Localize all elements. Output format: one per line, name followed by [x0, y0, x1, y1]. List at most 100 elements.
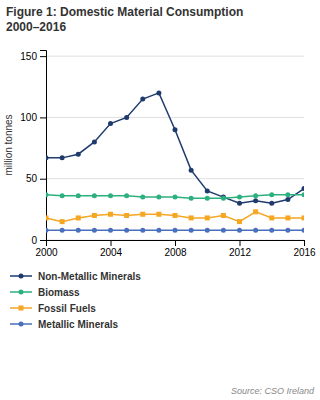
series: [46, 228, 304, 233]
series-marker: [124, 193, 129, 198]
y-tick-label: 0: [31, 235, 37, 246]
series-marker: [269, 192, 274, 197]
y-axis-label: million tonnes: [3, 114, 14, 175]
legend-swatch-marker: [19, 322, 24, 327]
series-marker: [253, 193, 258, 198]
x-tick-mark: [111, 240, 112, 246]
x-tick-mark: [175, 240, 176, 246]
series-marker: [108, 193, 113, 198]
series-marker: [302, 192, 305, 197]
series-marker: [173, 228, 178, 233]
y-tick-label: 100: [20, 112, 37, 123]
series-marker: [156, 228, 161, 233]
series-marker: [140, 212, 145, 217]
y-tick: 0: [31, 235, 46, 246]
series-marker: [205, 228, 210, 233]
series-marker: [285, 197, 290, 202]
series-marker: [237, 201, 242, 206]
series-marker: [253, 228, 258, 233]
series-marker: [302, 215, 305, 220]
series-marker: [189, 196, 194, 201]
series-marker: [92, 193, 97, 198]
source-note: Source: CSO Ireland: [231, 386, 315, 396]
series-marker: [205, 215, 210, 220]
series-marker: [140, 97, 145, 102]
series-marker: [46, 228, 49, 233]
y-tick: 100: [20, 112, 46, 123]
series-marker: [108, 121, 113, 126]
series: [46, 192, 304, 201]
legend-swatch-marker: [19, 306, 24, 311]
legend-swatch-marker: [19, 290, 24, 295]
legend-label: Fossil Fuels: [38, 303, 96, 314]
series-marker: [221, 196, 226, 201]
series-marker: [76, 228, 81, 233]
legend: Non-Metallic Minerals Biomass Fossil Fuels…: [10, 271, 141, 330]
y-tick-mark: [40, 56, 46, 57]
series-marker: [60, 228, 65, 233]
series: [46, 209, 304, 224]
x-tick-label: 2012: [229, 247, 252, 258]
series-marker: [221, 213, 226, 218]
y-grid: [46, 56, 304, 240]
chart-container: Figure 1: Domestic Material Consumption 2…: [0, 0, 320, 400]
x-tick: 2012: [229, 240, 252, 258]
legend-item: Metallic Minerals: [10, 319, 118, 330]
grid-line: [46, 56, 304, 57]
series-marker: [302, 228, 305, 233]
x-tick-label: 2004: [100, 247, 123, 258]
series-marker: [92, 228, 97, 233]
series-marker: [108, 212, 113, 217]
y-tick-mark: [40, 117, 46, 118]
series-marker: [189, 228, 194, 233]
y-tick-mark: [40, 179, 46, 180]
series-marker: [108, 228, 113, 233]
background: [0, 0, 320, 400]
chart-svg: Figure 1: Domestic Material Consumption 2…: [0, 0, 320, 400]
series-marker: [156, 90, 161, 95]
legend-label: Metallic Minerals: [38, 319, 118, 330]
series-marker: [173, 195, 178, 200]
legend-label: Non-Metallic Minerals: [38, 271, 141, 282]
x-tick: 2004: [100, 240, 123, 258]
series-line: [46, 93, 304, 203]
series-marker: [205, 196, 210, 201]
x-axis-line: [47, 241, 305, 247]
series-marker: [124, 115, 129, 120]
series-marker: [237, 219, 242, 224]
legend-swatch-marker: [19, 274, 24, 279]
series-marker: [173, 213, 178, 218]
legend-label: Biomass: [38, 287, 80, 298]
title-line: Figure 1: Domestic Material Consumption: [6, 5, 243, 19]
series-marker: [302, 186, 305, 191]
y-tick-mark: [40, 240, 46, 241]
x-tick-label: 2016: [293, 247, 316, 258]
series-line: [46, 212, 304, 222]
x-tick-label: 2000: [35, 247, 58, 258]
series-marker: [124, 228, 129, 233]
series-group: [46, 90, 304, 232]
y-tick-label: 50: [26, 173, 38, 184]
series-marker: [205, 188, 210, 193]
series-marker: [76, 193, 81, 198]
grid-line: [46, 178, 304, 179]
series-marker: [60, 155, 65, 160]
series-marker: [76, 152, 81, 157]
x-tick-label: 2008: [164, 247, 187, 258]
series-marker: [46, 215, 49, 220]
series-marker: [60, 219, 65, 224]
legend-item: Fossil Fuels: [10, 303, 96, 314]
y-tick: 150: [20, 51, 46, 62]
x-tick: 2000: [35, 240, 58, 258]
series-marker: [76, 215, 81, 220]
series-marker: [269, 215, 274, 220]
y-axis: 0 50 100 150: [20, 51, 46, 246]
series-marker: [237, 228, 242, 233]
series-marker: [221, 228, 226, 233]
title: Figure 1: Domestic Material Consumption2…: [6, 5, 243, 34]
series-marker: [46, 192, 49, 197]
x-tick-mark: [240, 240, 241, 246]
legend-item: Non-Metallic Minerals: [10, 271, 141, 282]
series: [46, 90, 304, 205]
y-tick-label: 150: [20, 51, 37, 62]
